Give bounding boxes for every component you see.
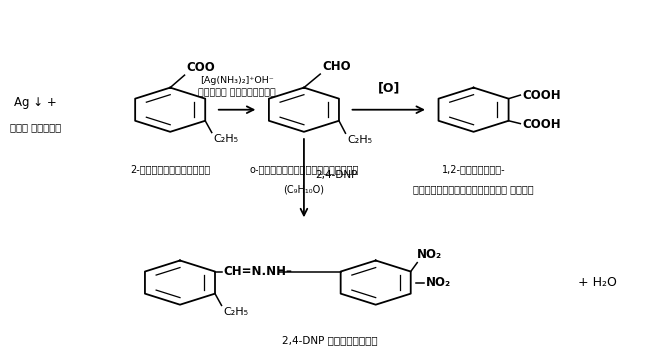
- Text: COOH: COOH: [523, 89, 561, 102]
- Text: o-एथिलबेन्जल्डिहाइड: o-एथिलबेन्जल्डिहाइड: [249, 164, 358, 174]
- Text: टॉलेन अभिकर्मक: टॉलेन अभिकर्मक: [198, 88, 276, 97]
- Text: C₂H₅: C₂H₅: [214, 134, 239, 144]
- Text: रजत दर्पण: रजत दर्पण: [10, 122, 61, 132]
- Text: COO: COO: [186, 61, 215, 74]
- Text: 2,4-DNP व्युत्पन: 2,4-DNP व्युत्पन: [282, 335, 378, 345]
- Text: 2-एथिलबेन्जोएट: 2-एथिलबेन्जोएट: [130, 164, 210, 174]
- Text: CHO: CHO: [322, 60, 351, 73]
- Text: C₂H₅: C₂H₅: [223, 307, 248, 317]
- Text: CH=N.NH–: CH=N.NH–: [223, 265, 293, 278]
- Text: COOH: COOH: [523, 118, 561, 131]
- Text: डाइकार्बोक्सिलिक अम्ल: डाइकार्बोक्सिलिक अम्ल: [413, 185, 534, 194]
- Text: 1,2-बेन्जीन-: 1,2-बेन्जीन-: [442, 164, 505, 174]
- Text: [O]: [O]: [378, 82, 400, 95]
- Text: (C₉H₁₀O): (C₉H₁₀O): [283, 185, 324, 194]
- Text: NO₂: NO₂: [426, 276, 451, 289]
- Text: C₂H₅: C₂H₅: [347, 135, 372, 145]
- Text: NO₂: NO₂: [417, 248, 442, 261]
- Text: 2,4-DNP: 2,4-DNP: [316, 169, 358, 180]
- Text: + H₂O: + H₂O: [578, 276, 617, 289]
- Text: [Ag(NH₃)₂]⁺OH⁻: [Ag(NH₃)₂]⁺OH⁻: [200, 76, 274, 85]
- Text: Ag ↓ +: Ag ↓ +: [14, 96, 57, 109]
